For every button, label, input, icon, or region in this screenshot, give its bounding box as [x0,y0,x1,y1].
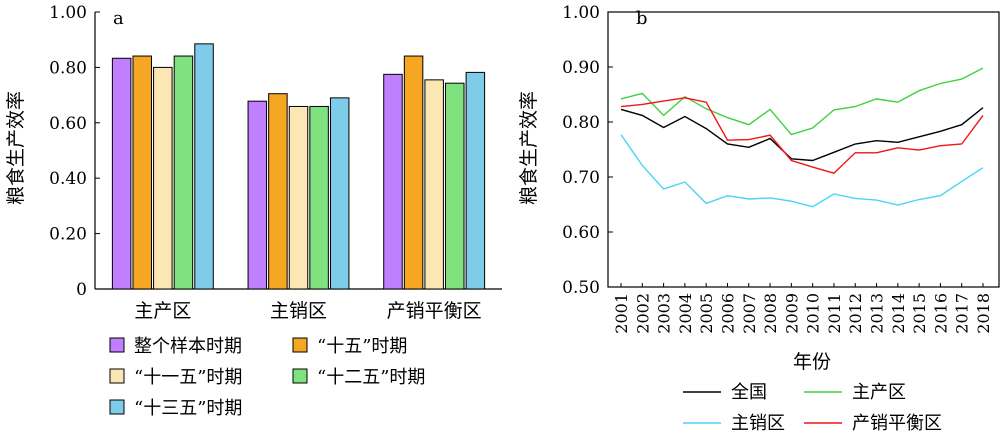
bar [173,55,194,290]
series-line [620,97,984,174]
bar-y-tick-label: 0.60 [49,114,87,134]
legend-label: 全国 [731,382,767,403]
legend-swatch [109,399,125,415]
bar [288,105,309,290]
line-chart-ylabel: 粮食生产效率 [518,91,540,205]
bar-chart-y-axis: 0 0.20 0.40 0.60 0.80 1.00 [49,3,502,300]
line-y-tick-label: 0.70 [562,168,600,188]
line-chart-panel: b 粮食生产效率 0.500.600.700.800.901.00 2001 20… [518,3,1000,434]
legend-label: 整个样本时期 [134,336,242,357]
bar [329,97,350,290]
bar [383,73,403,290]
line-x-tick-label: 2016 [931,293,950,334]
bar-y-tick-label: 0.80 [49,58,87,78]
bar-category-label: 产销平衡区 [387,300,482,322]
line-x-tick-label: 2009 [782,293,801,334]
line-y-tick-label: 0.60 [562,223,600,243]
bar-y-tick-label: 0 [76,280,87,300]
bar-chart-x-axis: 主产区 主销区 产销平衡区 [134,300,481,322]
legend-swatch [292,337,308,353]
legend-label: 主产区 [852,382,906,403]
line-x-tick-label: 2017 [953,293,972,334]
line-x-tick-label: 2002 [633,293,652,334]
line-x-tick-label: 2006 [718,293,737,334]
panel-label-a: a [113,8,124,29]
legend-label: 主销区 [731,413,785,434]
legend-swatch [109,368,125,384]
bar [309,105,329,290]
legend-swatch [292,368,308,384]
bar-chart-ylabel: 粮食生产效率 [5,91,27,205]
bar-y-tick-label: 0.20 [49,225,87,245]
bar [445,82,465,290]
bar [132,55,152,290]
line-x-tick-label: 2018 [974,293,993,334]
bar [194,43,214,290]
bar-chart-bars [111,43,486,290]
line-x-tick-label: 2005 [697,293,716,334]
bar-category-label: 主产区 [134,300,191,322]
bar [424,79,444,290]
bar [153,66,173,290]
series-line [620,107,984,162]
line-x-tick-label: 2010 [804,293,823,334]
line-x-tick-label: 2011 [825,293,844,334]
legend-label: “十三五”时期 [134,398,242,419]
line-chart-x-axis: 2001 2002 2003 2004 2005 2006 2007 2008 2009 2010… [612,283,993,334]
line-y-tick-label: 0.90 [562,58,600,78]
bar-chart-panel: a 粮食生产效率 0 0.20 0.40 0.60 0.80 1.00 主产区 主销区 产销平… [5,3,502,419]
line-x-tick-label: 2007 [740,293,759,334]
bar-y-tick-label: 1.00 [49,3,87,23]
series-line [620,134,984,208]
line-chart-series [620,67,984,208]
line-plot-frame [607,11,1000,288]
line-x-tick-label: 2014 [889,293,908,334]
line-x-tick-label: 2013 [868,293,887,334]
line-x-tick-label: 2008 [761,293,780,334]
bar [403,55,424,290]
series-line [620,67,984,136]
line-x-tick-label: 2004 [676,293,695,334]
legend-label: “十二五”时期 [317,367,425,388]
legend-label: “十五”时期 [317,336,407,357]
bar-y-tick-label: 0.40 [49,169,87,189]
panel-label-b: b [636,8,648,29]
legend-label: “十一五”时期 [134,367,242,388]
line-x-tick-label: 2003 [655,293,674,334]
bar-chart-legend: 整个样本时期 “十五”时期 “十一五”时期 “十二五”时期 “十三五”时期 [109,336,425,419]
bar [111,57,132,290]
bar [268,93,288,290]
bar-category-label: 主销区 [270,300,327,322]
legend-swatch [109,337,125,353]
line-chart-xlabel: 年份 [793,351,831,373]
line-chart-y-axis: 0.50 0.60 0.70 0.80 0.90 1.00 [562,3,1000,298]
line-y-tick-label: 0.50 [562,278,600,298]
line-x-tick-label: 2001 [612,293,631,334]
bar [247,100,268,290]
bar [465,71,486,290]
line-y-tick-label: 1.00 [562,3,600,23]
line-x-tick-label: 2015 [910,293,929,334]
line-y-tick-label: 0.80 [562,113,600,133]
legend-label: 产销平衡区 [852,413,942,434]
line-x-tick-label: 2012 [846,293,865,334]
